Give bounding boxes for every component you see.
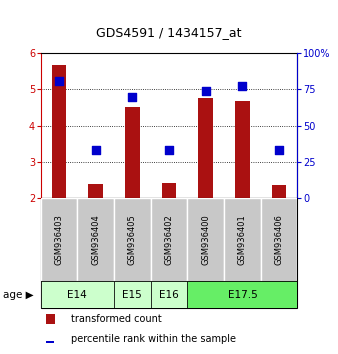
Bar	[52, 65, 66, 198]
Text: GDS4591 / 1434157_at: GDS4591 / 1434157_at	[96, 26, 242, 39]
Bar	[162, 183, 176, 198]
Text: percentile rank within the sample: percentile rank within the sample	[71, 333, 236, 344]
Point	[129, 94, 135, 99]
Text: GSM936404: GSM936404	[91, 215, 100, 265]
Bar	[198, 98, 213, 198]
Bar	[224, 198, 261, 281]
Bar	[272, 185, 286, 198]
Text: GSM936401: GSM936401	[238, 215, 247, 265]
Point	[203, 88, 209, 94]
Text: GSM936406: GSM936406	[274, 215, 284, 265]
Bar	[41, 281, 114, 308]
Bar	[187, 198, 224, 281]
Text: E16: E16	[159, 290, 179, 300]
Bar	[125, 107, 140, 198]
Text: GSM936405: GSM936405	[128, 215, 137, 265]
Text: GSM936400: GSM936400	[201, 215, 210, 265]
Point	[166, 148, 172, 153]
Bar	[46, 341, 54, 343]
Bar	[114, 198, 151, 281]
Bar	[151, 281, 187, 308]
Bar	[41, 198, 77, 281]
Bar	[46, 314, 55, 324]
Text: E15: E15	[122, 290, 142, 300]
Text: E14: E14	[67, 290, 87, 300]
Text: transformed count: transformed count	[71, 314, 162, 324]
Bar	[77, 198, 114, 281]
Bar	[114, 281, 151, 308]
Bar	[88, 184, 103, 198]
Point	[56, 78, 62, 84]
Text: E17.5: E17.5	[227, 290, 257, 300]
Bar	[151, 198, 187, 281]
Point	[240, 84, 245, 89]
Bar	[187, 281, 297, 308]
Bar	[261, 198, 297, 281]
Text: GSM936402: GSM936402	[165, 215, 173, 265]
Point	[276, 148, 282, 153]
Point	[93, 148, 98, 153]
Bar	[235, 101, 250, 198]
Text: age ▶: age ▶	[3, 290, 34, 300]
Text: GSM936403: GSM936403	[54, 215, 64, 265]
